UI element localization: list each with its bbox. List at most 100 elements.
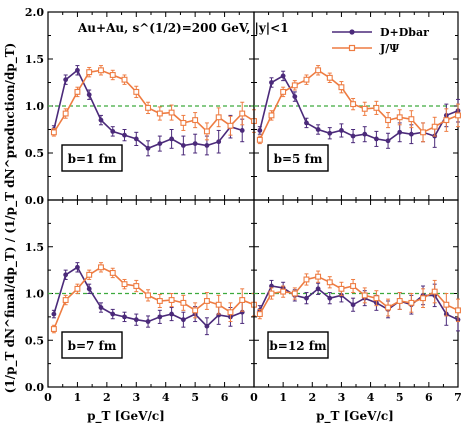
data-point-jpsi [455, 307, 461, 314]
data-point-ddbar [292, 94, 298, 99]
data-point-ddbar [169, 136, 175, 142]
x-axis-title-right: p_T [GeV/c] [316, 409, 394, 424]
x-tick-label: 0 [44, 391, 52, 404]
series-jpsi [256, 65, 461, 145]
data-point-ddbar [374, 136, 379, 142]
data-point-jpsi [192, 307, 199, 314]
data-point-jpsi [203, 128, 210, 135]
data-point-ddbar [315, 127, 321, 132]
x-tick-label: 3 [338, 391, 346, 404]
data-point-jpsi [420, 129, 426, 136]
collision-annotation: Au+Au, s^(1/2)=200 GeV, |y|<1 [77, 21, 289, 35]
y-tick-label: 1.0 [25, 288, 44, 301]
data-point-ddbar [157, 314, 163, 320]
data-point-ddbar [327, 295, 333, 301]
x-tick-label: 5 [396, 391, 404, 404]
data-point-jpsi [315, 273, 322, 280]
data-point-ddbar [239, 128, 245, 133]
data-point-ddbar [75, 67, 80, 73]
data-point-jpsi [431, 123, 438, 130]
data-point-jpsi [315, 67, 322, 74]
data-point-jpsi [121, 76, 128, 83]
data-point-jpsi [408, 299, 415, 306]
data-point-ddbar [169, 311, 175, 317]
y-tick-label: 0.5 [25, 334, 44, 347]
data-point-jpsi [156, 298, 163, 304]
data-point-ddbar [110, 311, 116, 317]
data-point-jpsi [227, 309, 234, 316]
data-point-ddbar [145, 319, 151, 324]
legend-marker-jpsi [348, 44, 356, 52]
data-point-jpsi [133, 283, 140, 289]
panel-b1: b=1 fm [47, 11, 257, 201]
legend-label-jpsi: J/Ψ [379, 42, 399, 55]
data-point-jpsi [74, 88, 81, 95]
data-point-jpsi [98, 67, 104, 74]
data-point-jpsi [268, 112, 275, 119]
x-tick-label: 7 [454, 391, 462, 404]
data-point-ddbar [269, 80, 274, 85]
y-tick-label: 0.5 [25, 147, 44, 160]
data-point-jpsi [239, 297, 246, 303]
x-axis-title-left: p_T [GeV/c] [87, 409, 165, 424]
panel-b7: b=7 fm [47, 199, 257, 388]
y-tick-label: 0.0 [25, 381, 44, 394]
data-point-jpsi [227, 122, 234, 129]
data-point-jpsi [203, 298, 210, 304]
data-point-ddbar [280, 73, 286, 79]
data-point-ddbar [157, 141, 163, 147]
data-point-jpsi [338, 84, 345, 91]
data-point-jpsi [431, 288, 438, 295]
data-point-ddbar [204, 323, 210, 329]
series-line-jpsi [259, 69, 459, 141]
data-point-ddbar [63, 272, 69, 278]
data-point-jpsi [373, 104, 380, 111]
data-point-jpsi [215, 301, 222, 308]
data-point-jpsi [192, 117, 199, 124]
data-point-jpsi [280, 88, 287, 95]
panel-label-box [267, 331, 329, 359]
data-point-jpsi [215, 114, 222, 121]
data-point-ddbar [192, 141, 198, 147]
data-point-ddbar [315, 286, 321, 292]
x-tick-label: 1 [279, 391, 287, 404]
data-point-jpsi [396, 114, 403, 121]
series-jpsi [50, 65, 257, 141]
data-point-jpsi [256, 136, 263, 143]
data-point-jpsi [50, 129, 57, 136]
data-point-ddbar [304, 295, 309, 301]
data-point-ddbar [408, 131, 414, 137]
data-point-ddbar [304, 120, 309, 126]
data-point-jpsi [303, 276, 310, 283]
data-point-jpsi [443, 301, 450, 308]
data-point-jpsi [291, 290, 298, 297]
panel-label: b=7 fm [68, 339, 117, 353]
data-point-jpsi [361, 105, 368, 112]
data-point-jpsi [74, 285, 81, 292]
panel-label: b=1 fm [68, 152, 117, 166]
tick-labels-layer: 0.0 0.5 1.0 1.5 2.0 0.0 0.5 1.0 1.5 0 1 2 3 4 5 6 0 1 2 3 4 5… [25, 6, 462, 404]
data-point-jpsi [156, 110, 163, 117]
x-tick-label: 4 [367, 391, 375, 404]
data-point-jpsi [385, 117, 392, 124]
data-point-ddbar [86, 286, 92, 292]
data-point-ddbar [350, 133, 356, 139]
data-point-jpsi [121, 281, 128, 288]
data-point-jpsi [109, 269, 116, 276]
y-tick-label: 1.5 [25, 53, 44, 66]
x-tick-label: 4 [162, 391, 170, 404]
data-point-jpsi [338, 285, 345, 292]
y-tick-label: 1.5 [25, 241, 44, 254]
data-point-jpsi [443, 117, 450, 124]
data-point-jpsi [239, 110, 246, 117]
data-point-ddbar [133, 136, 139, 142]
panel-label-box [61, 331, 123, 359]
legend: D+Dbar J/Ψ [332, 26, 429, 55]
series-line-ddbar [259, 74, 459, 142]
data-point-ddbar [397, 129, 403, 135]
x-tick-label: 6 [425, 391, 433, 404]
series-line-jpsi [53, 69, 255, 133]
data-point-ddbar [204, 143, 210, 148]
data-point-ddbar [63, 77, 69, 83]
data-point-ddbar [133, 317, 139, 323]
